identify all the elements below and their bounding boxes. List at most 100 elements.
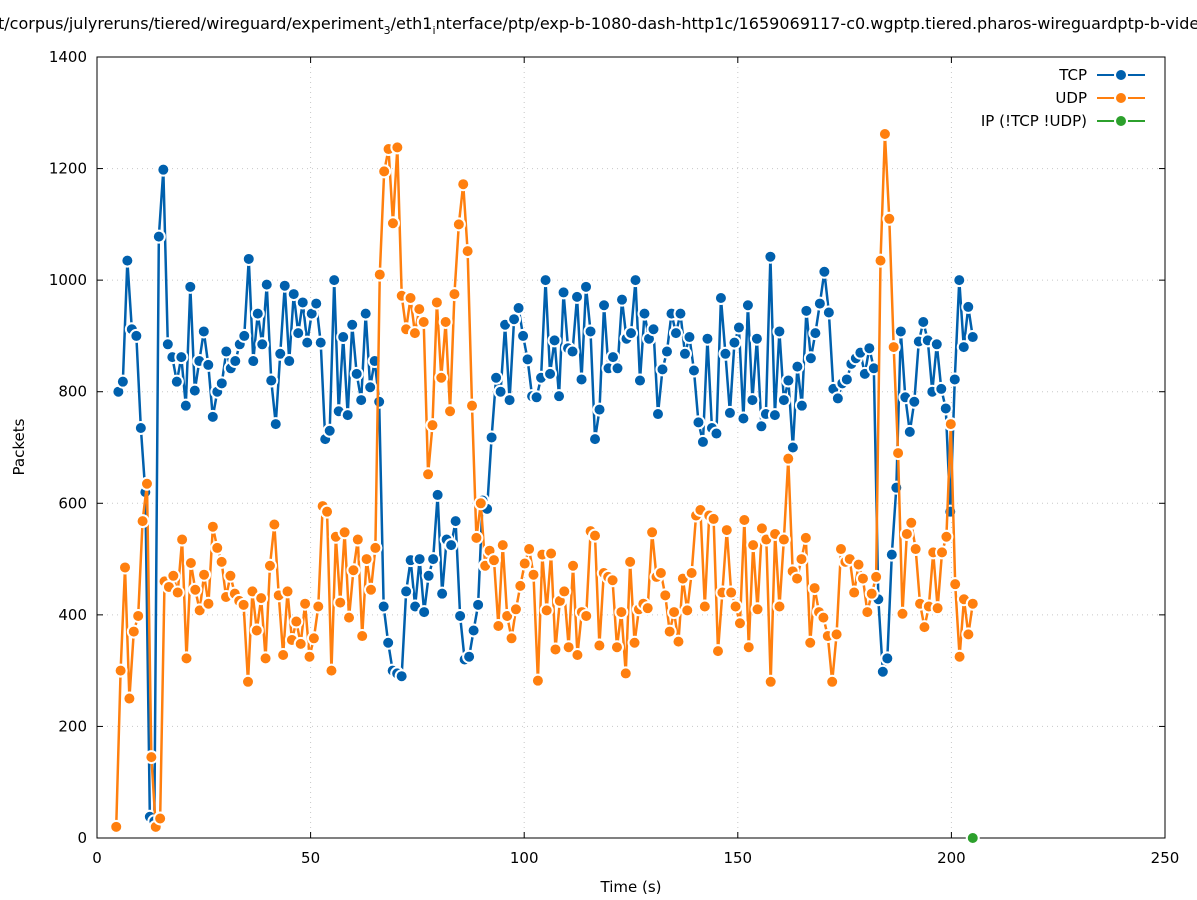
data-point — [255, 337, 270, 352]
data-point — [372, 394, 387, 409]
data-point — [544, 546, 559, 561]
data-point — [662, 624, 677, 639]
data-point — [241, 251, 256, 266]
title-subscript: i — [432, 24, 435, 37]
data-point — [821, 305, 836, 320]
data-point — [671, 634, 686, 649]
data-point — [718, 346, 733, 361]
data-point — [529, 390, 544, 405]
data-point — [908, 542, 923, 557]
x-tick-label: 200 — [937, 849, 966, 867]
data-point — [350, 532, 365, 547]
data-point — [686, 363, 701, 378]
data-point — [719, 523, 734, 538]
data-point — [930, 601, 945, 616]
data-point — [893, 324, 908, 339]
data-point — [196, 324, 211, 339]
data-point — [156, 162, 171, 177]
data-point — [763, 249, 778, 264]
data-point — [597, 298, 612, 313]
data-point — [961, 627, 976, 642]
data-point — [886, 340, 901, 355]
data-point — [139, 476, 154, 491]
data-point — [153, 811, 168, 826]
y-tick-label: 400 — [58, 606, 87, 624]
data-point — [736, 411, 751, 426]
data-point — [355, 629, 370, 644]
data-point — [313, 335, 328, 350]
data-point — [592, 638, 607, 653]
data-point — [448, 514, 463, 529]
data-point — [794, 398, 809, 413]
data-point — [169, 374, 184, 389]
data-point — [947, 372, 962, 387]
data-point — [183, 279, 198, 294]
series-layer — [109, 126, 980, 845]
data-point — [219, 344, 234, 359]
data-point — [520, 352, 535, 367]
y-tick-label: 0 — [77, 829, 87, 847]
data-point — [469, 530, 484, 545]
data-point — [605, 573, 620, 588]
data-point — [939, 529, 954, 544]
data-point — [547, 333, 562, 348]
data-point — [214, 554, 229, 569]
data-point — [618, 666, 633, 681]
data-point — [579, 608, 594, 623]
data-point — [513, 578, 528, 593]
series-line — [117, 169, 974, 825]
data-point — [462, 649, 477, 664]
title-subscript: 3 — [384, 24, 391, 37]
series-ip — [965, 831, 980, 845]
data-point — [667, 605, 682, 620]
data-point — [538, 273, 553, 288]
data-point — [359, 552, 374, 567]
data-point — [443, 404, 458, 419]
data-point — [615, 292, 630, 307]
data-point — [118, 560, 133, 575]
data-point — [956, 340, 971, 355]
data-point — [486, 553, 501, 568]
grid — [97, 57, 1165, 838]
data-point — [122, 691, 137, 706]
data-point — [471, 597, 486, 612]
data-point — [566, 558, 581, 573]
y-tick-label: 200 — [58, 717, 87, 735]
data-point — [722, 405, 737, 420]
data-point — [526, 567, 541, 582]
data-point — [904, 515, 919, 530]
x-tick-label: 150 — [723, 849, 752, 867]
data-point — [839, 372, 854, 387]
data-point — [706, 511, 721, 526]
data-point — [565, 344, 580, 359]
data-point — [659, 344, 674, 359]
data-point — [588, 432, 603, 447]
data-point — [434, 370, 449, 385]
data-point — [682, 330, 697, 345]
data-point — [345, 317, 360, 332]
data-point — [306, 631, 321, 646]
data-point — [880, 651, 895, 666]
legend-marker — [1114, 114, 1128, 128]
data-point — [340, 408, 355, 423]
data-point — [444, 538, 459, 553]
data-point — [570, 289, 585, 304]
legend-label: TCP — [1058, 66, 1087, 84]
data-point — [295, 295, 310, 310]
data-point — [741, 640, 756, 655]
data-point — [798, 530, 813, 545]
data-point — [668, 326, 683, 341]
data-point — [426, 552, 441, 567]
data-point — [372, 267, 387, 282]
data-point — [390, 140, 405, 155]
data-point — [327, 273, 342, 288]
data-point — [808, 326, 823, 341]
data-point — [187, 383, 202, 398]
data-point — [223, 568, 238, 583]
data-point — [740, 298, 755, 313]
data-point — [637, 306, 652, 321]
data-point — [860, 605, 875, 620]
data-point — [300, 335, 315, 350]
data-point — [539, 603, 554, 618]
data-point — [109, 819, 124, 834]
